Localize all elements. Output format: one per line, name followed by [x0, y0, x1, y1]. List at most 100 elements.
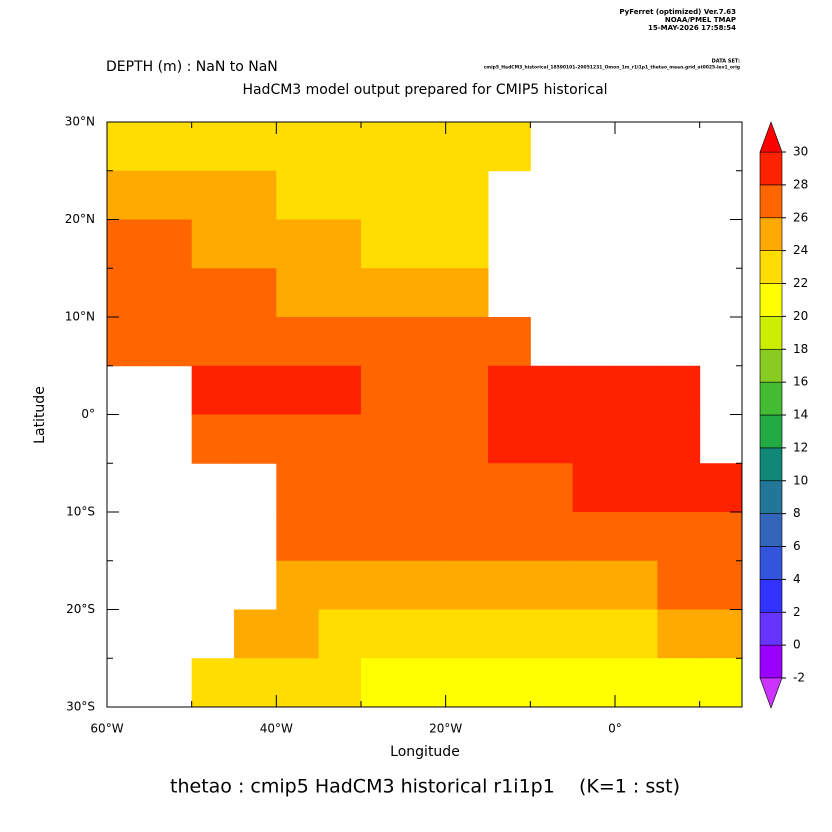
colorbar-band [759, 513, 783, 547]
cell [572, 463, 616, 513]
cell [361, 658, 404, 708]
cell [530, 365, 574, 415]
cell [276, 560, 320, 610]
cell [276, 512, 320, 562]
cell [445, 365, 489, 415]
cell [530, 560, 574, 610]
colorbar-band [759, 151, 783, 186]
cell [403, 560, 447, 610]
colorbar-tick-label: 4 [793, 572, 801, 586]
cell [149, 122, 193, 172]
cell [445, 658, 489, 708]
cell [615, 658, 658, 708]
colorbar-tick-label: 0 [793, 638, 801, 652]
cell [107, 219, 150, 269]
cell [107, 317, 150, 367]
cell [234, 122, 277, 172]
cell [107, 122, 150, 172]
cell [657, 560, 701, 610]
cell [361, 512, 404, 562]
cell [361, 122, 404, 172]
cell [276, 658, 320, 708]
colorbar-band [759, 283, 783, 317]
cell [488, 365, 531, 415]
cell [488, 414, 531, 464]
cell [276, 122, 320, 172]
y-tick-label: 20°N [65, 212, 95, 226]
cell [361, 560, 404, 610]
cell [361, 170, 404, 220]
cell [657, 414, 701, 464]
cell [403, 365, 447, 415]
cell [191, 268, 235, 318]
colorbar-tick-label: 30 [793, 145, 808, 159]
cell [107, 268, 150, 318]
cell [276, 170, 320, 220]
cell [530, 609, 574, 659]
colorbar-tick-label: 12 [793, 440, 808, 454]
cell [488, 122, 531, 172]
cell [318, 317, 362, 367]
y-tick-label: 30°S [66, 700, 95, 714]
cell [488, 463, 531, 513]
cell [318, 658, 362, 708]
cell [699, 463, 743, 513]
colorbar-tick-label: 6 [793, 539, 801, 553]
x-tick-label: 20°W [429, 722, 462, 736]
cell [615, 560, 658, 610]
colorbar-band [759, 348, 783, 383]
cell [234, 609, 277, 659]
colorbar-tick-label: -2 [793, 671, 805, 685]
colorbar-band [759, 447, 783, 482]
cell [403, 463, 447, 513]
cell [699, 609, 743, 659]
cell [572, 658, 616, 708]
cell [403, 512, 447, 562]
cell [572, 365, 616, 415]
cell [657, 463, 701, 513]
cell [657, 365, 701, 415]
header-line: 15-MAY-2026 17:58:54 [648, 24, 736, 32]
cell [276, 365, 320, 415]
x-tick-label: 40°W [260, 722, 293, 736]
cell [403, 268, 447, 318]
colorbar-tick-label: 24 [793, 243, 808, 257]
colorbar-tick-label: 14 [793, 408, 808, 422]
cell [234, 658, 277, 708]
cell [107, 170, 150, 220]
y-tick-label: 20°S [66, 602, 95, 616]
y-tick-label: 10°S [66, 505, 95, 519]
cell [191, 170, 235, 220]
cell [318, 219, 362, 269]
colorbar-tick-label: 28 [793, 177, 808, 191]
y-tick-label: 0° [81, 407, 95, 421]
cell [318, 463, 362, 513]
cell [361, 219, 404, 269]
cell [488, 317, 531, 367]
colorbar-band [759, 546, 783, 580]
cell [191, 122, 235, 172]
cell [191, 658, 235, 708]
cell [488, 658, 531, 708]
cell [615, 414, 658, 464]
colorbar-band [759, 480, 783, 514]
colorbar-band [759, 184, 783, 219]
cell [445, 317, 489, 367]
cell [234, 219, 277, 269]
cell [149, 170, 193, 220]
colorbar-tick-label: 20 [793, 309, 808, 323]
colorbar-band [759, 250, 783, 284]
cell [361, 268, 404, 318]
subtitle: DEPTH (m) : NaN to NaN [106, 59, 278, 75]
cell [149, 317, 193, 367]
colorbar-under [759, 677, 783, 709]
cell [361, 414, 404, 464]
cell [445, 512, 489, 562]
footer: thetao : cmip5 HadCM3 historical r1i1p1 … [170, 776, 680, 798]
cell [488, 512, 531, 562]
cell [445, 609, 489, 659]
header-line: NOAA/PMEL TMAP [665, 16, 736, 24]
cell [572, 609, 616, 659]
cell [615, 365, 658, 415]
